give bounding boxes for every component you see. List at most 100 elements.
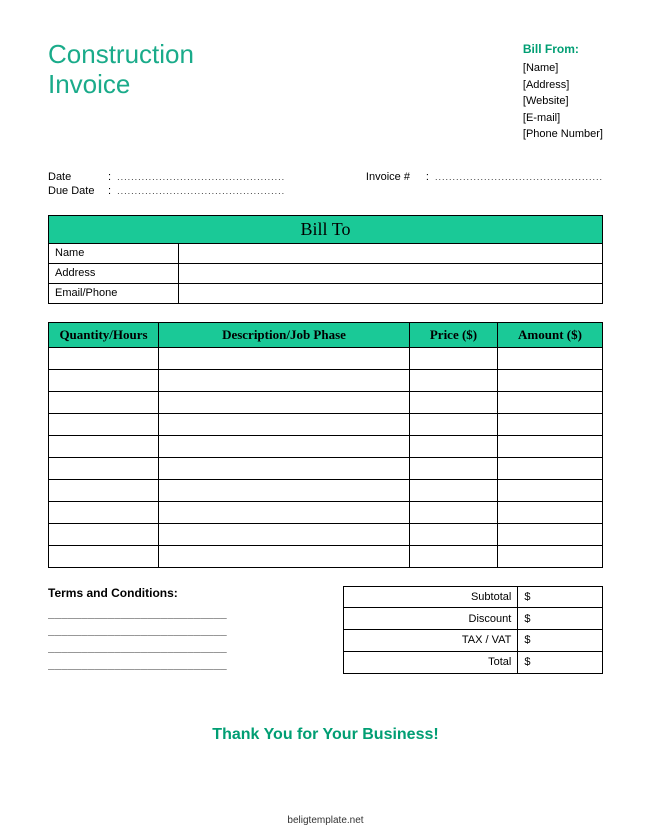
meta-invoice: Invoice # : ............................… [366, 171, 603, 183]
terms-line-3: ___________________________ [48, 640, 323, 653]
item-cell[interactable] [410, 545, 498, 567]
meta-date: Date : .................................… [48, 171, 285, 183]
total-value: $ [518, 651, 603, 673]
date-label: Date [48, 171, 102, 183]
item-cell[interactable] [410, 391, 498, 413]
billto-address-value[interactable] [179, 263, 603, 283]
meta-row: Date : .................................… [48, 171, 603, 197]
terms-line-4: ___________________________ [48, 657, 323, 670]
date-line: ........................................… [117, 172, 285, 182]
item-cell[interactable] [159, 501, 410, 523]
totals-tax: TAX / VAT $ [344, 630, 603, 652]
duedate-line: ........................................… [117, 186, 285, 196]
colon: : [108, 171, 111, 183]
bill-from-block: Bill From: [Name] [Address] [Website] [E… [523, 40, 603, 143]
item-cell[interactable] [49, 347, 159, 369]
item-cell[interactable] [410, 501, 498, 523]
item-row [49, 479, 603, 501]
item-cell[interactable] [49, 413, 159, 435]
meta-right: Invoice # : ............................… [366, 171, 603, 197]
item-cell[interactable] [159, 545, 410, 567]
item-cell[interactable] [159, 457, 410, 479]
item-cell[interactable] [49, 369, 159, 391]
col-description: Description/Job Phase [159, 322, 410, 347]
totals-discount: Discount $ [344, 608, 603, 630]
item-cell[interactable] [49, 435, 159, 457]
items-table: Quantity/Hours Description/Job Phase Pri… [48, 322, 603, 568]
item-cell[interactable] [159, 391, 410, 413]
item-row [49, 369, 603, 391]
bill-from-heading: Bill From: [523, 40, 603, 58]
bill-from-name: [Name] [523, 60, 603, 77]
item-cell[interactable] [159, 523, 410, 545]
item-row [49, 347, 603, 369]
item-cell[interactable] [49, 457, 159, 479]
billto-emailphone-value[interactable] [179, 283, 603, 303]
item-cell[interactable] [159, 347, 410, 369]
col-price: Price ($) [410, 322, 498, 347]
item-cell[interactable] [498, 391, 603, 413]
item-row [49, 391, 603, 413]
item-cell[interactable] [49, 501, 159, 523]
col-quantity: Quantity/Hours [49, 322, 159, 347]
item-cell[interactable] [410, 523, 498, 545]
item-cell[interactable] [159, 369, 410, 391]
item-cell[interactable] [410, 457, 498, 479]
col-amount: Amount ($) [498, 322, 603, 347]
tax-label: TAX / VAT [344, 630, 518, 652]
total-label: Total [344, 651, 518, 673]
item-cell[interactable] [159, 479, 410, 501]
item-cell[interactable] [410, 369, 498, 391]
bill-from-phone: [Phone Number] [523, 126, 603, 143]
terms-line-1: ___________________________ [48, 606, 323, 619]
item-cell[interactable] [410, 435, 498, 457]
item-cell[interactable] [498, 369, 603, 391]
item-cell[interactable] [498, 545, 603, 567]
totals-subtotal: Subtotal $ [344, 586, 603, 608]
item-cell[interactable] [498, 435, 603, 457]
subtotal-value: $ [518, 586, 603, 608]
colon: : [108, 185, 111, 197]
bill-from-website: [Website] [523, 93, 603, 110]
thank-you-message: Thank You for Your Business! [48, 726, 603, 744]
duedate-label: Due Date [48, 185, 102, 197]
bill-to-heading: Bill To [49, 215, 603, 243]
item-cell[interactable] [49, 391, 159, 413]
item-cell[interactable] [159, 435, 410, 457]
title-line-1: Construction [48, 40, 194, 70]
footer-url: beligtemplate.net [0, 815, 651, 826]
meta-duedate: Due Date : .............................… [48, 185, 285, 197]
item-cell[interactable] [49, 545, 159, 567]
terms-line-2: ___________________________ [48, 623, 323, 636]
invoice-title: Construction Invoice [48, 40, 194, 143]
item-cell[interactable] [498, 479, 603, 501]
item-cell[interactable] [498, 523, 603, 545]
item-cell[interactable] [410, 347, 498, 369]
billto-name-value[interactable] [179, 243, 603, 263]
item-cell[interactable] [49, 479, 159, 501]
bottom-row: Terms and Conditions: __________________… [48, 586, 603, 674]
invoice-line: ........................................… [435, 172, 603, 182]
invoice-label: Invoice # [366, 171, 420, 183]
terms-block: Terms and Conditions: __________________… [48, 586, 323, 674]
item-row [49, 435, 603, 457]
billto-row-address: Address [49, 263, 603, 283]
item-cell[interactable] [498, 457, 603, 479]
header-row: Construction Invoice Bill From: [Name] [… [48, 40, 603, 143]
item-cell[interactable] [410, 479, 498, 501]
item-cell[interactable] [49, 523, 159, 545]
bill-from-address: [Address] [523, 77, 603, 94]
totals-table: Subtotal $ Discount $ TAX / VAT $ Total … [343, 586, 603, 674]
item-cell[interactable] [498, 347, 603, 369]
item-row [49, 413, 603, 435]
subtotal-label: Subtotal [344, 586, 518, 608]
item-cell[interactable] [159, 413, 410, 435]
item-cell[interactable] [498, 413, 603, 435]
billto-emailphone-label: Email/Phone [49, 283, 179, 303]
meta-left: Date : .................................… [48, 171, 285, 197]
billto-name-label: Name [49, 243, 179, 263]
colon: : [426, 171, 429, 183]
item-cell[interactable] [498, 501, 603, 523]
discount-label: Discount [344, 608, 518, 630]
item-cell[interactable] [410, 413, 498, 435]
